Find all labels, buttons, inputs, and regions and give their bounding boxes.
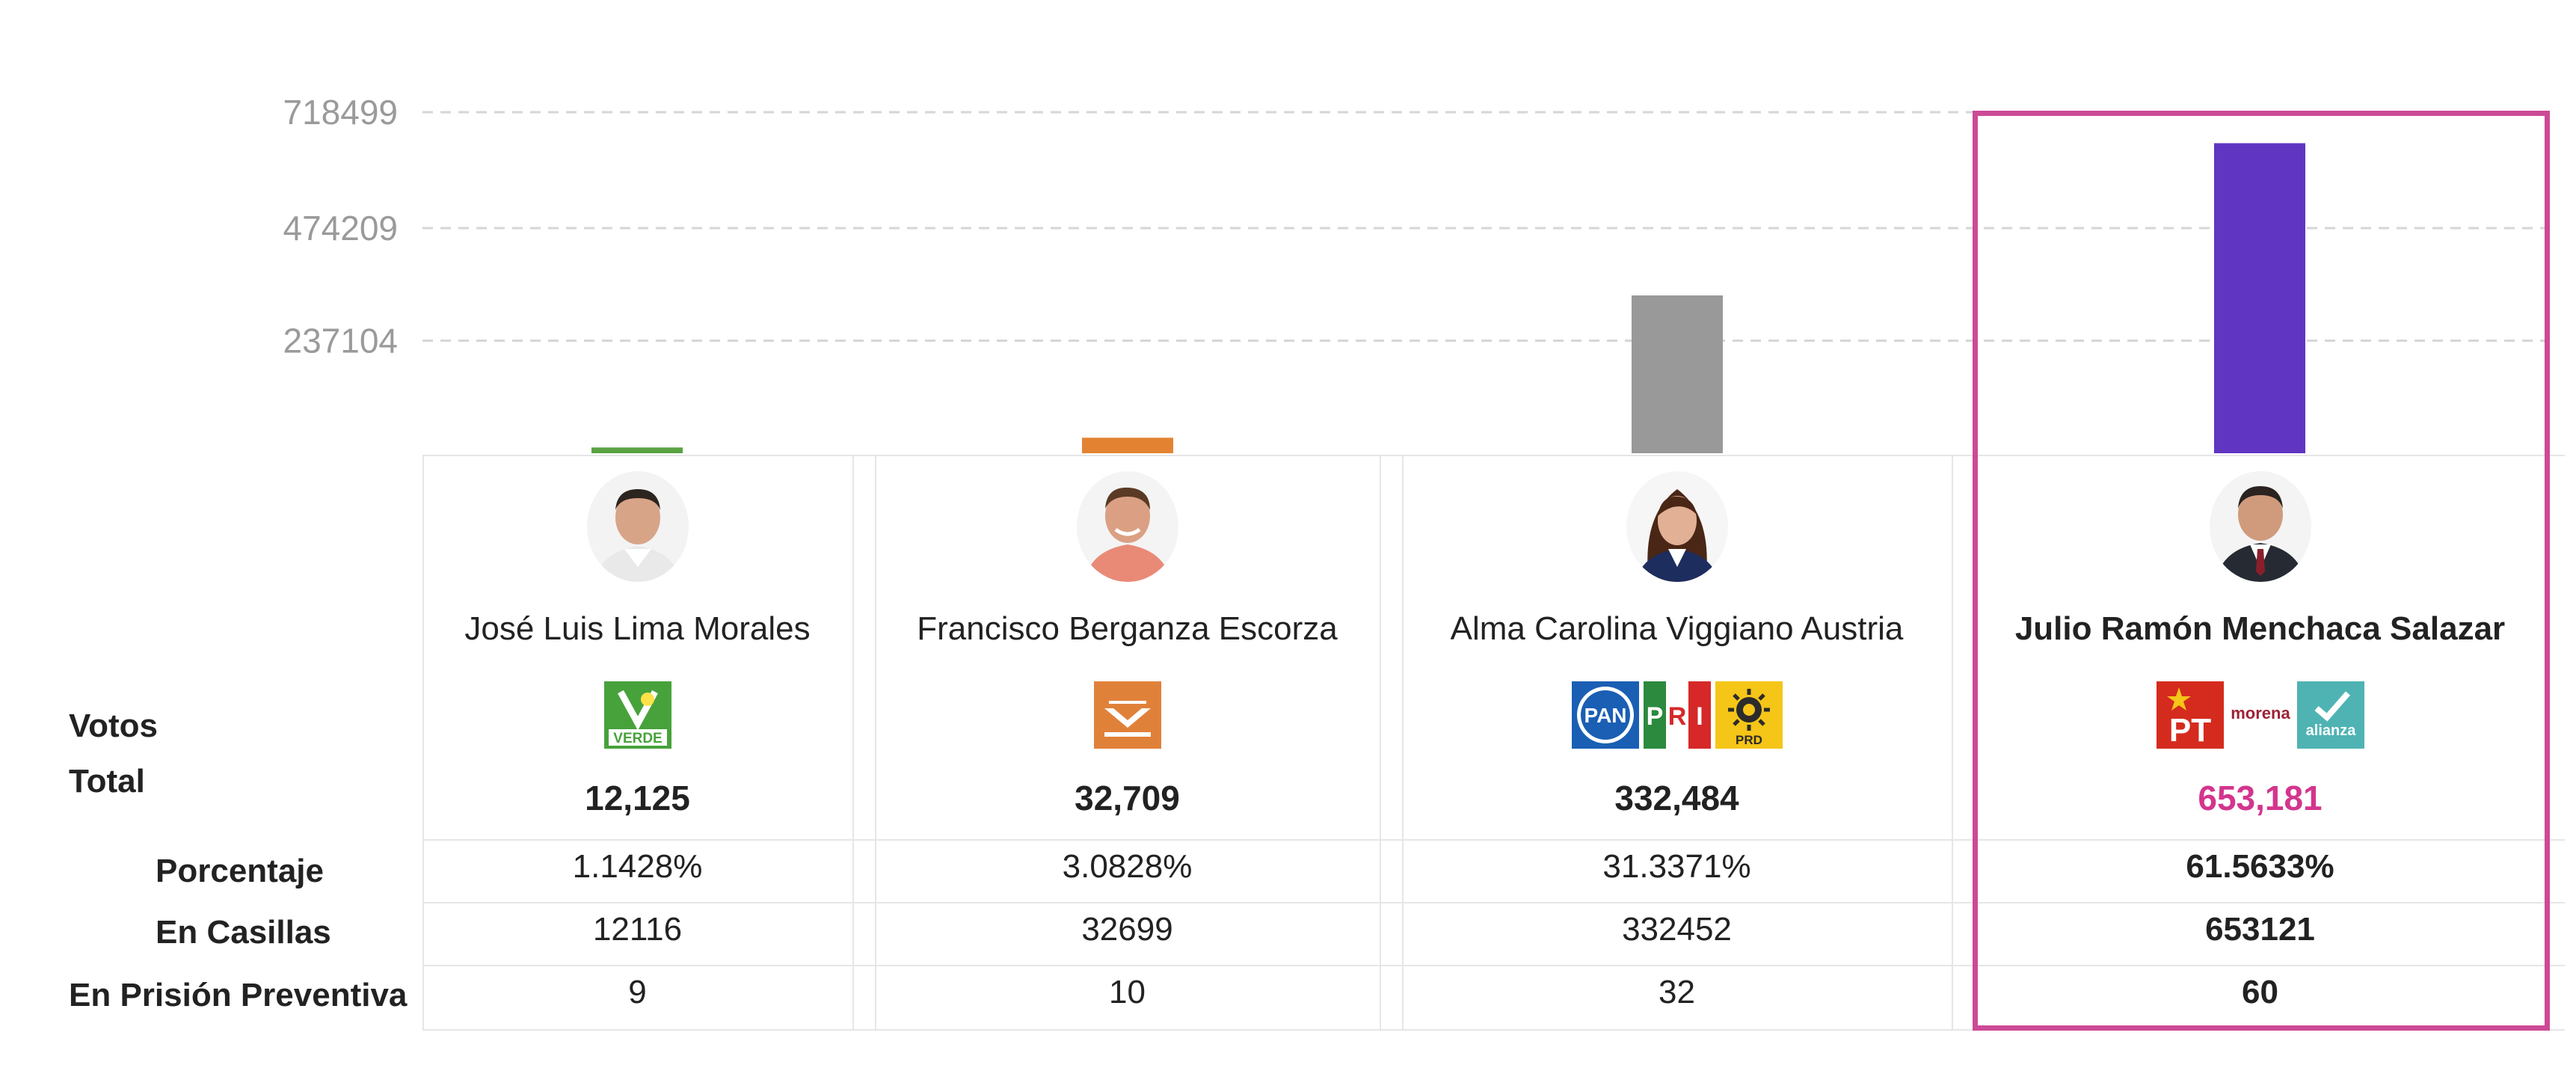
prision-value: 32 — [1659, 974, 1695, 1010]
casillas-value: 12116 — [592, 911, 683, 948]
column-divider — [852, 455, 854, 1031]
bar — [2214, 143, 2305, 454]
svg-text:alianza: alianza — [2305, 722, 2356, 739]
svg-text:R: R — [1667, 702, 1686, 731]
row-label-votos: Votos — [69, 708, 158, 744]
total-votes: 653,181 — [2198, 779, 2323, 817]
nueva-alianza-logo: alianza — [2296, 681, 2364, 749]
row-divider — [422, 965, 2565, 966]
bar — [591, 447, 683, 453]
percentage-value: 1.1428% — [572, 848, 703, 885]
candidate-name: José Luis Lima Morales — [464, 610, 811, 647]
table-top-line — [422, 455, 2565, 456]
candidate-photo — [2209, 471, 2311, 582]
candidate-name: Francisco Berganza Escorza — [917, 610, 1338, 647]
percentage-value: 31.3371% — [1602, 848, 1751, 885]
pan-logo: PAN — [1571, 681, 1639, 749]
svg-text:morena: morena — [2231, 704, 2290, 722]
candidate-column: Francisco Berganza Escorza 32,709 3.0828… — [875, 455, 1380, 1031]
candidate-photo — [1076, 471, 1178, 582]
column-divider — [1380, 455, 1381, 1031]
prision-value: 10 — [1109, 974, 1146, 1010]
candidate-photo — [586, 471, 689, 582]
party-logos — [875, 679, 1380, 751]
row-label-casillas: En Casillas — [156, 914, 331, 951]
table-bottom-line — [422, 1029, 2565, 1031]
y-axis-ticks: 718499 474209 237104 — [283, 93, 399, 360]
casillas-value: 32699 — [1081, 911, 1173, 948]
percentage-value: 3.0828% — [1062, 848, 1193, 885]
svg-text:PT: PT — [2168, 712, 2210, 749]
bar-chart: 718499 474209 237104 — [283, 93, 2550, 454]
total-votes: 332,484 — [1614, 779, 1739, 817]
candidate-column: Julio Ramón Menchaca Salazar PT morena a… — [1974, 455, 2546, 1031]
y-tick-label: 718499 — [283, 93, 399, 132]
y-tick-label: 474209 — [283, 209, 399, 248]
prision-value: 9 — [628, 974, 647, 1010]
percentage-value: 61.5633% — [2186, 848, 2334, 885]
row-divider — [422, 902, 2565, 903]
row-label-prision: En Prisión Preventiva — [69, 977, 408, 1013]
svg-text:PAN: PAN — [1584, 704, 1626, 727]
svg-text:I: I — [1696, 702, 1703, 731]
svg-text:PRD: PRD — [1736, 733, 1762, 747]
candidate-name: Julio Ramón Menchaca Salazar — [2014, 610, 2506, 647]
casillas-value: 653121 — [2205, 911, 2315, 948]
column-divider — [875, 455, 876, 1031]
column-divider — [422, 455, 424, 1031]
chart-grid — [422, 111, 2550, 343]
pri-logo: P R I — [1643, 681, 1711, 749]
row-label-porcentaje: Porcentaje — [156, 853, 324, 889]
candidate-column: José Luis Lima Morales VERDE 12,125 1.14… — [422, 455, 852, 1031]
movimiento-ciudadano-logo — [1093, 681, 1161, 749]
pt-logo: PT — [2156, 681, 2224, 749]
winner-highlight-box — [1973, 111, 2550, 1031]
bar — [1082, 438, 1173, 453]
total-votes: 12,125 — [585, 779, 690, 817]
prision-value: 60 — [2242, 974, 2278, 1010]
column-divider — [1952, 455, 1953, 1031]
y-tick-label: 237104 — [283, 322, 399, 360]
column-divider — [1402, 455, 1404, 1031]
morena-logo: morena — [2228, 681, 2293, 749]
prd-logo: PRD — [1715, 681, 1783, 749]
party-logos: PT morena alianza — [1974, 679, 2546, 751]
svg-text:P: P — [1646, 702, 1663, 731]
party-logos: PAN P R I — [1402, 679, 1952, 751]
party-logos: VERDE — [422, 679, 852, 751]
row-label-total: Total — [69, 763, 145, 800]
bars — [591, 143, 2305, 454]
verde-logo: VERDE — [603, 681, 671, 749]
candidate-column: Alma Carolina Viggiano Austria PAN P R I — [1402, 455, 1952, 1031]
candidate-name: Alma Carolina Viggiano Austria — [1450, 610, 1904, 647]
candidate-photo — [1626, 471, 1728, 582]
total-votes: 32,709 — [1075, 779, 1180, 817]
svg-text:VERDE: VERDE — [613, 731, 662, 746]
bar — [1632, 295, 1723, 453]
casillas-value: 332452 — [1622, 911, 1732, 948]
row-divider — [422, 839, 2565, 841]
